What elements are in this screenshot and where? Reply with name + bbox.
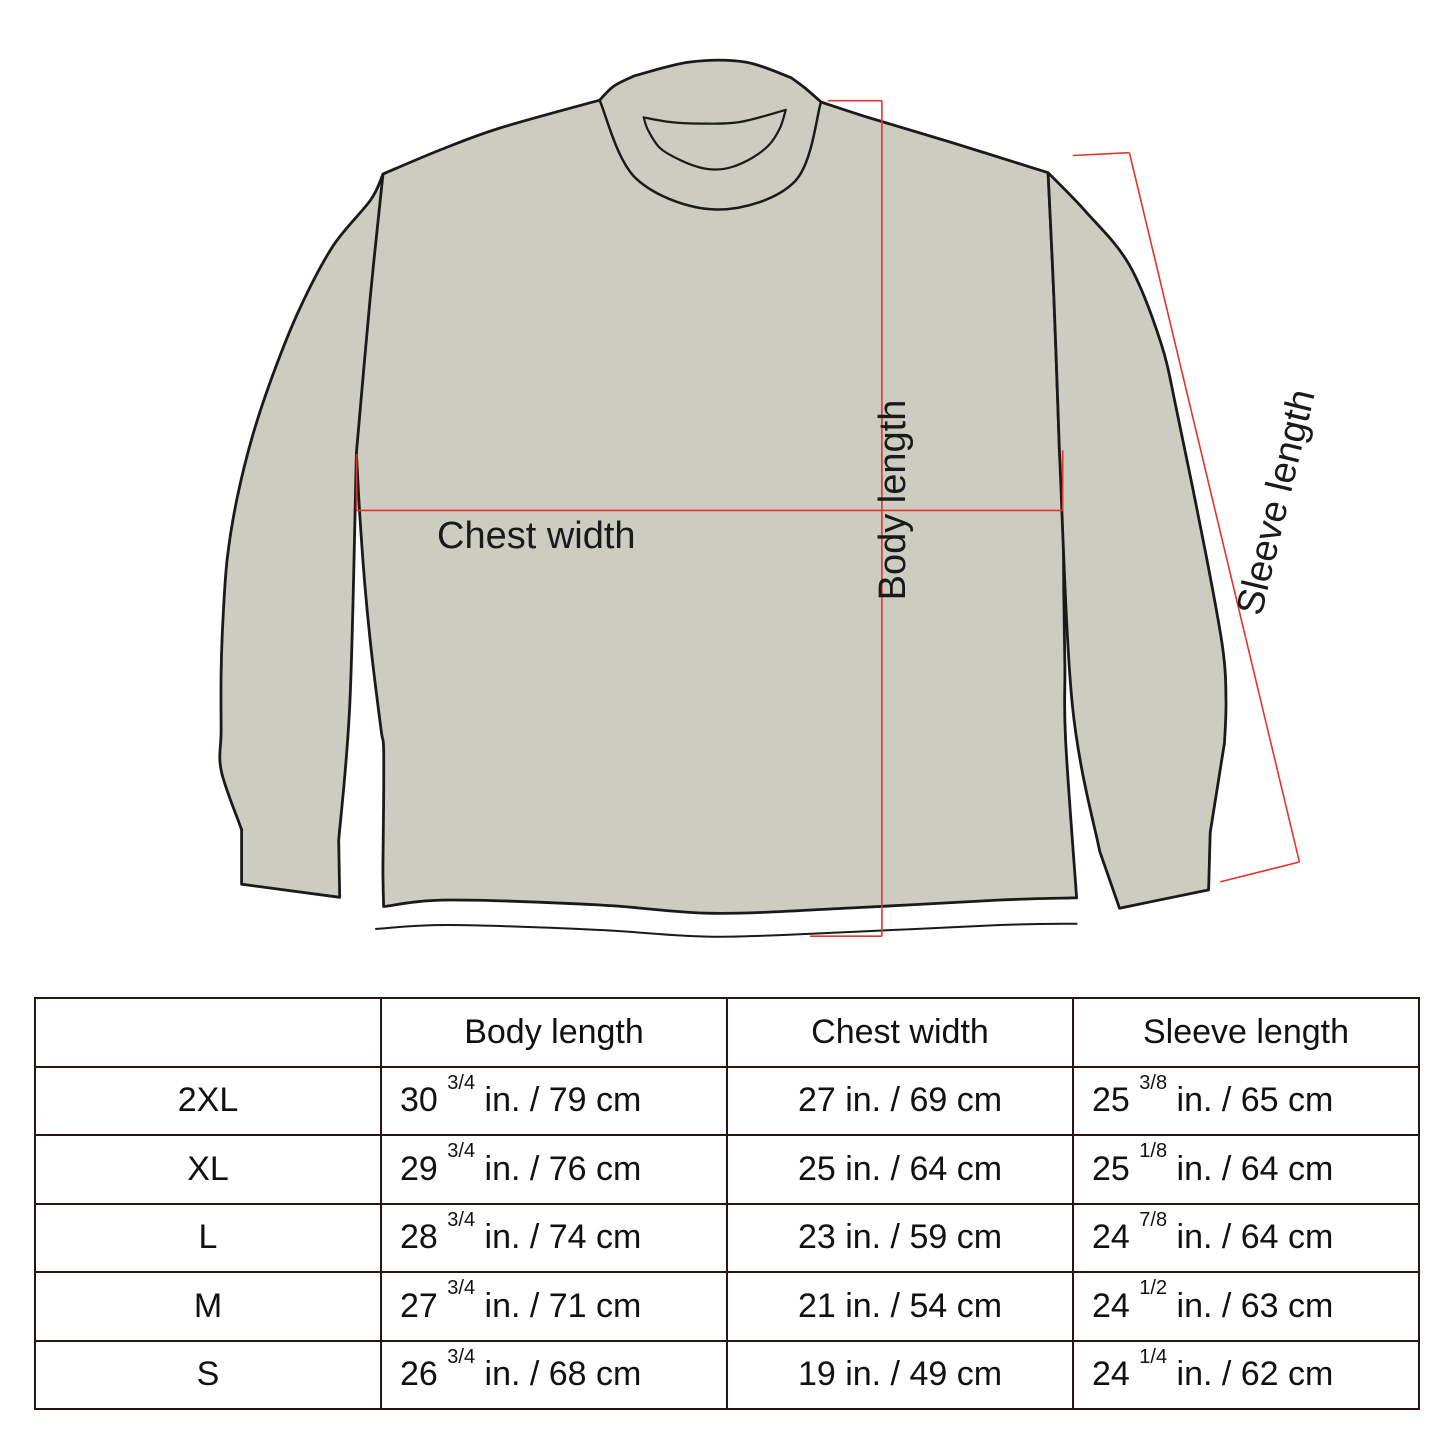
svg-text:Sleeve length: Sleeve length [1229, 385, 1324, 619]
svg-text:Body length: Body length [872, 400, 914, 601]
svg-text:Chest width: Chest width [437, 515, 636, 557]
